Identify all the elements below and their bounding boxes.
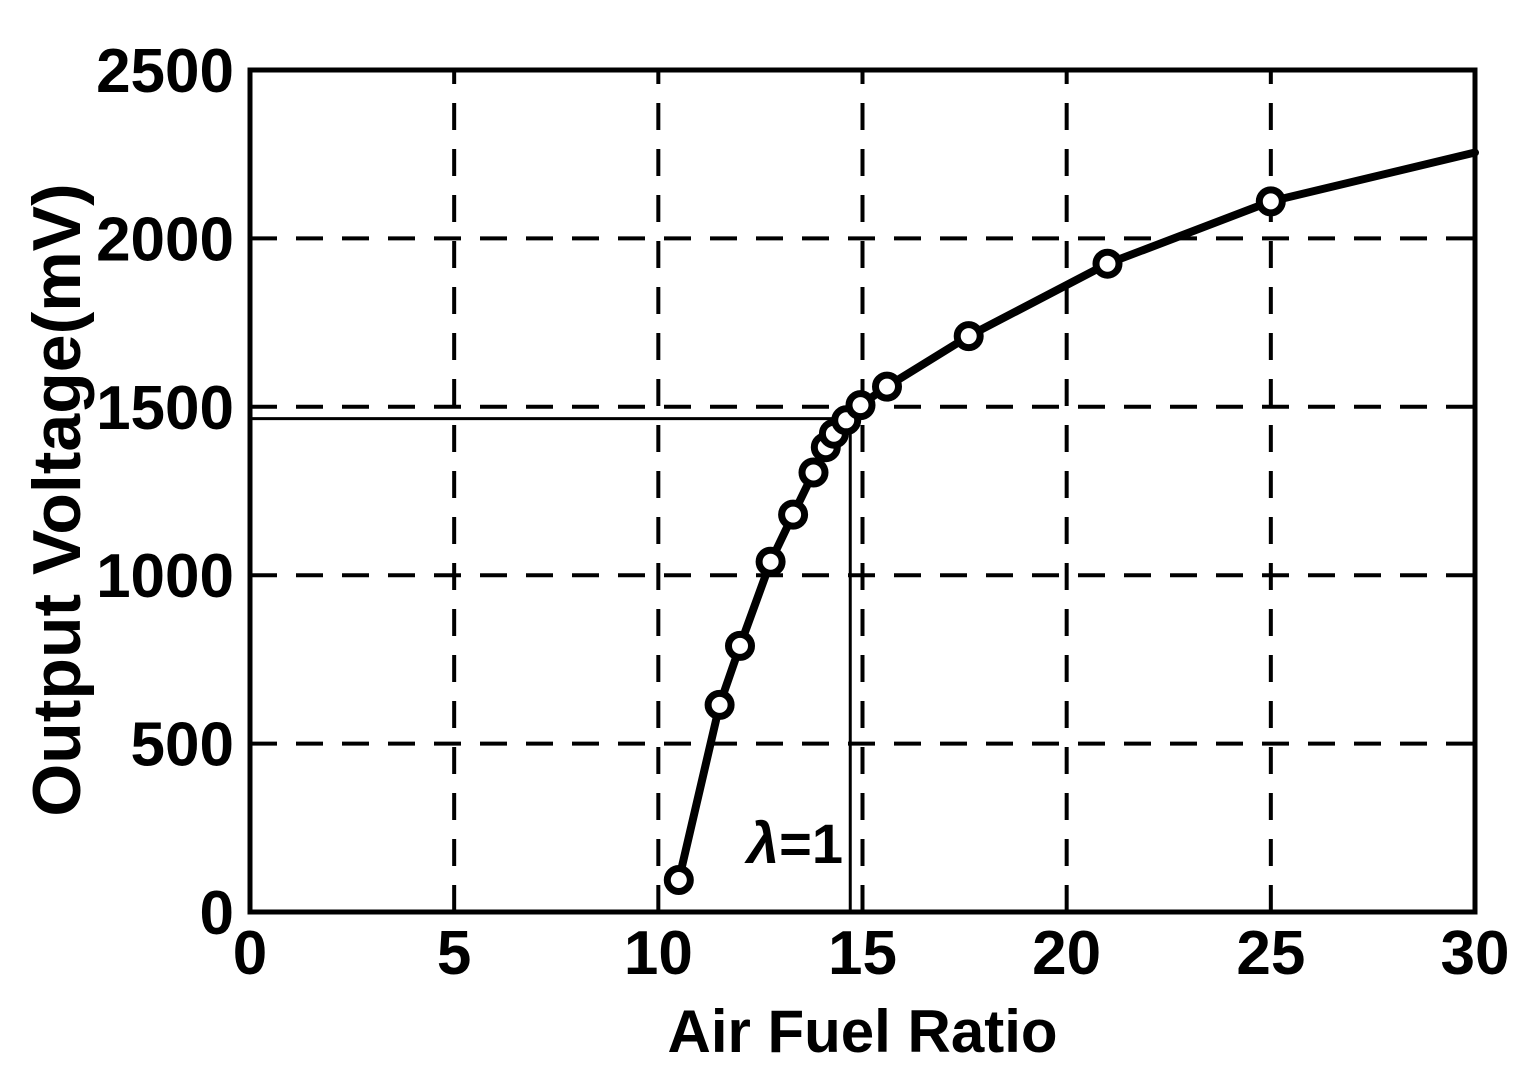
lambda-crosshair-layer [250, 417, 852, 912]
tick-labels-layer: 0 5 10 15 20 25 30 0 500 1000 1500 2000 2500 [96, 37, 1509, 988]
data-point-marker [845, 390, 876, 421]
y-tick-label-500: 500 [131, 711, 234, 780]
y-tick-label-2500: 2500 [96, 37, 234, 106]
data-point-marker [872, 371, 902, 402]
x-tick-label-10: 10 [624, 919, 693, 988]
x-tick-label-25: 25 [1236, 919, 1305, 988]
x-tick-label-30: 30 [1441, 919, 1510, 988]
data-point-marker [725, 630, 755, 661]
data-point-marker [663, 865, 694, 895]
x-axis-label: Air Fuel Ratio [667, 998, 1057, 1065]
y-tick-label-0: 0 [200, 879, 234, 948]
x-tick-label-20: 20 [1032, 919, 1101, 988]
data-point-marker [704, 689, 735, 720]
y-axis-label: Output Voltage(mV) [19, 183, 95, 816]
lambda-value-text: =1 [779, 812, 843, 875]
x-tick-label-15: 15 [828, 919, 897, 988]
lambda-symbol-text: λ [744, 811, 779, 876]
y-tick-label-1500: 1500 [96, 374, 234, 443]
data-point-markers-layer [663, 186, 1286, 895]
y-tick-label-1000: 1000 [96, 542, 234, 611]
y-tick-label-2000: 2000 [96, 205, 234, 274]
data-point-marker [1255, 186, 1286, 217]
gridlines-layer [250, 70, 1475, 912]
data-point-marker [798, 457, 829, 488]
x-tick-label-5: 5 [437, 919, 471, 988]
axes-box [247, 67, 1478, 915]
data-point-marker [778, 499, 809, 530]
x-tick-label-0: 0 [233, 919, 267, 988]
data-point-marker [755, 546, 786, 577]
lambda-annotation: λ=1 [744, 811, 843, 876]
data-point-marker [953, 321, 984, 352]
data-point-marker [1092, 248, 1123, 279]
